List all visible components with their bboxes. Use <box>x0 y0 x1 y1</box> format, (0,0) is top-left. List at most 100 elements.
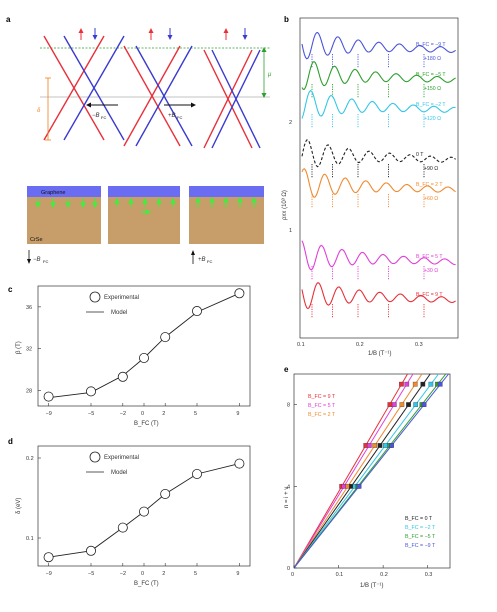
curve-offset-label: +60 Ω <box>424 196 438 202</box>
arrow-negative-field: −B FC <box>86 102 118 120</box>
curve-field-label: B_FC = 5 T <box>416 254 443 260</box>
experimental-point <box>191 468 202 479</box>
x-tick-label: −5 <box>88 571 94 577</box>
legend-model: Model <box>111 470 127 476</box>
rho-curve <box>301 168 456 198</box>
legend-experimental: Experimental <box>104 455 139 461</box>
x-axis-label: B_FC (T) <box>134 421 159 427</box>
y-tick: 2 <box>289 120 292 126</box>
x-tick: 0.1 <box>297 342 305 348</box>
heterostructure-middle <box>108 186 180 244</box>
experimental-point <box>234 458 245 469</box>
curve-field-label: B_FC = 9 T <box>416 292 443 298</box>
panel-c: c −9 −5 −2 0 2 5 9 28 32 36 B_FC (T) β (T) Experime… <box>8 285 251 427</box>
crse-label: CrSe <box>30 237 43 243</box>
panel-c-plot: −9 −5 −2 0 2 5 9 28 32 36 B_FC (T) β (T) <box>16 288 245 427</box>
experimental-point <box>138 352 149 363</box>
legend-entry: B_FC = −9 T <box>405 543 436 549</box>
curve-offset-label: +30 Ω <box>424 268 438 274</box>
dipole-arrows <box>114 197 176 215</box>
curve-offset-label: +90 Ω <box>424 166 438 172</box>
fan-point <box>412 381 418 387</box>
x-tick-label: 5 <box>194 411 197 417</box>
panel-a: a <box>6 15 272 264</box>
experimental-point <box>160 332 171 343</box>
experimental-point <box>138 506 149 517</box>
fan-point <box>389 443 394 448</box>
delta-label: δ <box>37 108 41 114</box>
experimental-point <box>43 391 54 402</box>
panel-c-legend: Experimental Model <box>86 291 139 316</box>
heterostructure-right: +B FC <box>189 186 264 264</box>
bottom-right-arrow-sub: FC <box>207 259 212 264</box>
fan-point <box>413 402 419 407</box>
panel-d-plot: −9 −5 −2 0 2 5 9 0.1 0.2 B_FC (T) δ (eV) <box>16 456 245 587</box>
fan-point <box>372 443 378 448</box>
fan-point <box>421 402 427 407</box>
arrow-left-sub: FC <box>101 115 106 120</box>
panel-b-ylabel: ρxx (10³ Ω) <box>282 190 288 220</box>
x-tick-label: 2 <box>162 571 165 577</box>
rho-curve <box>301 31 456 60</box>
x-tick: 0.3 <box>415 342 423 348</box>
field-up-arrow-icon <box>191 250 195 264</box>
legend-entry: B_FC = 0 T <box>405 516 433 522</box>
model-line <box>48 292 240 399</box>
curve-offset-label: +120 Ω <box>424 116 441 122</box>
arrow-positive-field: +B FC <box>164 102 196 120</box>
mu-label: μ <box>267 72 272 78</box>
fan-point <box>404 381 410 387</box>
experimental-point <box>86 545 97 556</box>
panel-d-letter: d <box>8 437 13 446</box>
y-tick-label: 0.1 <box>26 536 34 542</box>
fan-point <box>399 402 405 407</box>
dipole-arrows <box>35 198 98 209</box>
bottom-left-arrow-label: −B <box>33 257 41 263</box>
x-axis-label: B_FC (T) <box>134 581 159 587</box>
panel-b-frame <box>299 17 459 339</box>
curve-labels: B_FC = −9 T +180 Ω B_FC = −5 T +150 Ω B_FC =… <box>416 42 446 298</box>
panel-b: b B_FC = −9 T+180 ΩB_FC = −5 T+150 ΩB_FC… <box>282 15 459 357</box>
fan-point <box>391 402 397 407</box>
x-tick-label: 5 <box>194 571 197 577</box>
panel-e-frame <box>293 373 451 569</box>
legend-marker-circle <box>89 451 101 463</box>
rho-curve <box>301 240 456 271</box>
curve-field-label: B_FC = −9 T <box>416 42 446 48</box>
x-tick-label: 9 <box>236 571 239 577</box>
x-tick-label: 0.3 <box>425 572 433 578</box>
dipole-arrows <box>195 196 257 208</box>
x-tick-label: 0.1 <box>336 572 344 578</box>
legend-entry: B_FC = 2 T <box>308 412 336 418</box>
dirac-cone-left <box>43 35 125 141</box>
experimental-point <box>234 288 245 299</box>
fan-point <box>428 381 434 387</box>
spin-down-arrow-icon <box>242 28 248 40</box>
curve-offset-label: +180 Ω <box>424 56 441 62</box>
mu-bracket: μ <box>261 47 272 98</box>
experimental-point <box>191 306 202 317</box>
curve-field-label: B_FC = −5 T <box>416 72 446 78</box>
y-tick-label: 36 <box>26 305 32 311</box>
curve-offset-label: +150 Ω <box>424 86 441 92</box>
fan-point <box>420 381 426 387</box>
experimental-point <box>160 488 171 499</box>
legend-model: Model <box>111 310 127 316</box>
arrow-right-label: +B <box>168 113 176 119</box>
x-tick-label: 0 <box>141 571 144 577</box>
curve-field-label: B_FC = 2 T <box>416 182 443 188</box>
panel-d-frame <box>37 445 251 567</box>
fan-point <box>356 483 362 489</box>
x-tick-label: −9 <box>46 411 52 417</box>
y-axis-label: β (T) <box>16 341 22 354</box>
panel-a-letter: a <box>6 15 11 24</box>
graphene-label: Graphene <box>41 190 65 196</box>
legend-entry: B_FC = 5 T <box>308 403 336 409</box>
rho-curves <box>301 31 456 318</box>
legend-experimental: Experimental <box>104 295 139 301</box>
fan-point <box>383 443 388 448</box>
y-tick-label: 32 <box>26 347 32 353</box>
panel-c-frame <box>37 285 251 407</box>
fan-point <box>377 443 383 448</box>
